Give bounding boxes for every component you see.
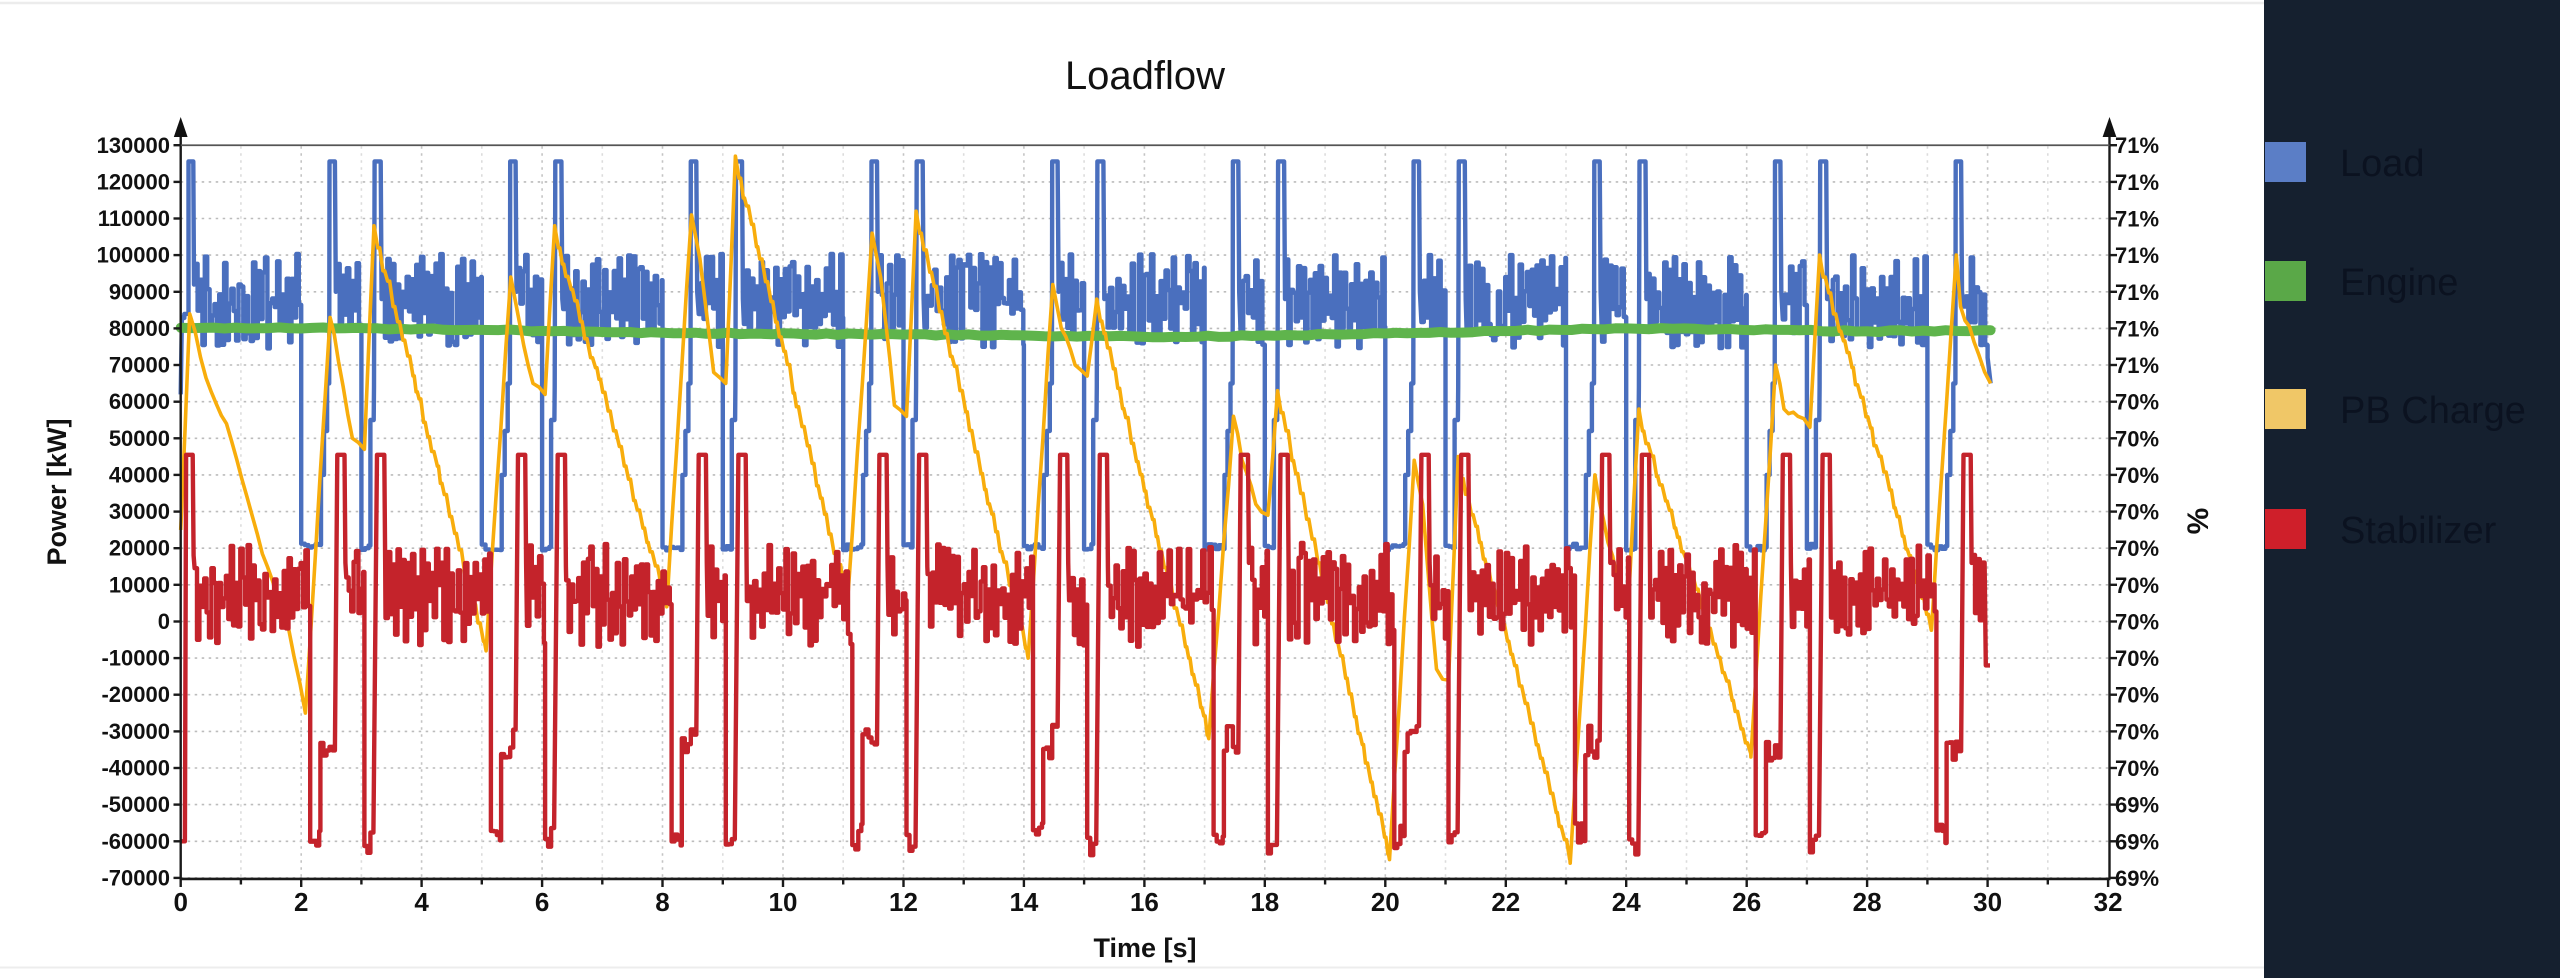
svg-text:110000: 110000 [98,206,170,231]
svg-text:-60000: -60000 [101,829,170,854]
svg-text:70%: 70% [2115,500,2159,525]
svg-text:70%: 70% [2115,426,2159,451]
svg-text:30: 30 [1973,887,2002,917]
svg-text:-20000: -20000 [101,682,170,707]
svg-text:80000: 80000 [109,316,170,341]
svg-text:Power [kW]: Power [kW] [42,418,72,565]
svg-text:70000: 70000 [109,353,170,378]
svg-text:70%: 70% [2115,463,2159,488]
svg-text:70%: 70% [2115,390,2159,415]
svg-text:130000: 130000 [97,133,170,158]
svg-text:-30000: -30000 [101,719,170,744]
svg-text:Time [s]: Time [s] [1093,933,1196,963]
svg-text:20: 20 [1371,887,1400,917]
svg-text:0: 0 [173,887,187,917]
svg-text:Loadflow: Loadflow [1065,54,1225,98]
svg-text:69%: 69% [2115,866,2159,891]
svg-text:71%: 71% [2115,133,2159,158]
svg-text:70%: 70% [2115,573,2159,598]
svg-text:100000: 100000 [97,243,170,268]
svg-text:90000: 90000 [109,279,170,304]
svg-text:-10000: -10000 [101,646,170,671]
svg-text:12: 12 [889,887,918,917]
svg-text:32: 32 [2094,887,2123,917]
svg-text:10000: 10000 [109,572,170,597]
svg-text:6: 6 [535,887,549,917]
svg-text:-70000: -70000 [101,865,170,890]
svg-text:16: 16 [1130,887,1159,917]
svg-text:20000: 20000 [109,536,170,561]
svg-text:120000: 120000 [97,169,170,194]
svg-text:71%: 71% [2115,207,2159,232]
svg-text:71%: 71% [2115,243,2159,268]
svg-text:71%: 71% [2115,170,2159,195]
svg-text:69%: 69% [2115,829,2159,854]
svg-text:4: 4 [414,887,429,917]
svg-text:70%: 70% [2115,756,2159,781]
svg-text:69%: 69% [2115,793,2159,818]
svg-text:PB Charge: PB Charge [2340,390,2526,432]
svg-text:8: 8 [655,887,669,917]
svg-text:40000: 40000 [109,462,170,487]
svg-text:10: 10 [769,887,798,917]
svg-text:70%: 70% [2115,610,2159,635]
svg-text:28: 28 [1853,887,1882,917]
svg-text:24: 24 [1612,887,1641,917]
svg-text:18: 18 [1250,887,1279,917]
svg-text:22: 22 [1491,887,1520,917]
svg-text:71%: 71% [2115,316,2159,341]
svg-text:Load: Load [2340,143,2425,185]
svg-text:71%: 71% [2115,280,2159,305]
svg-text:50000: 50000 [109,426,170,451]
svg-text:2: 2 [294,887,308,917]
svg-text:70%: 70% [2115,719,2159,744]
svg-text:70%: 70% [2115,536,2159,561]
svg-text:-40000: -40000 [101,756,170,781]
svg-text:26: 26 [1732,887,1761,917]
svg-text:%: % [2182,508,2215,535]
svg-text:0: 0 [158,609,170,634]
svg-text:71%: 71% [2115,353,2159,378]
svg-text:-50000: -50000 [101,792,170,817]
svg-text:70%: 70% [2115,683,2159,708]
svg-text:Stabilizer: Stabilizer [2340,510,2497,552]
svg-text:Engine: Engine [2340,262,2458,304]
svg-text:60000: 60000 [109,389,170,414]
svg-text:70%: 70% [2115,646,2159,671]
svg-text:14: 14 [1009,887,1038,917]
svg-text:30000: 30000 [109,499,170,524]
